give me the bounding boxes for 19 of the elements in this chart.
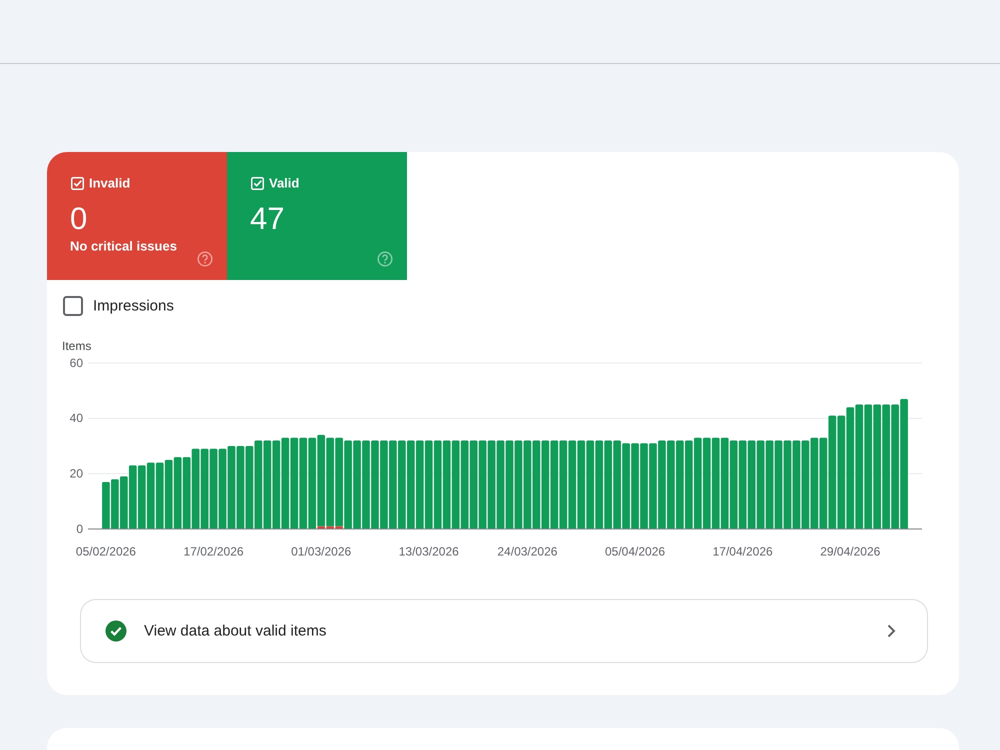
x-tick-label: 05/02/2026 bbox=[76, 544, 136, 559]
text: View data about valid items bbox=[144, 622, 326, 640]
y-tick-label: 60 bbox=[70, 356, 84, 370]
x-tick-label: 01/03/2026 bbox=[291, 544, 352, 559]
x-tick-label: 05/04/2026 bbox=[605, 544, 666, 559]
text: No critical issues bbox=[70, 238, 177, 254]
x-tick-label: 29/04/2026 bbox=[820, 544, 881, 559]
y-tick-label: 0 bbox=[76, 522, 84, 536]
text: 47 bbox=[250, 201, 284, 237]
x-tick-label: 24/03/2026 bbox=[497, 544, 558, 559]
y-axis-title: Items bbox=[62, 339, 92, 353]
y-tick-label: 20 bbox=[70, 466, 84, 481]
y-tick-label: 40 bbox=[70, 411, 84, 426]
legend-label: Invalid bbox=[89, 176, 130, 192]
x-tick-label: 17/04/2026 bbox=[712, 544, 773, 559]
legend-label: Valid bbox=[269, 176, 300, 192]
x-tick-label: 17/02/2026 bbox=[184, 544, 244, 559]
x-tick-label: 13/03/2026 bbox=[398, 544, 460, 559]
text: Impressions bbox=[93, 297, 174, 315]
